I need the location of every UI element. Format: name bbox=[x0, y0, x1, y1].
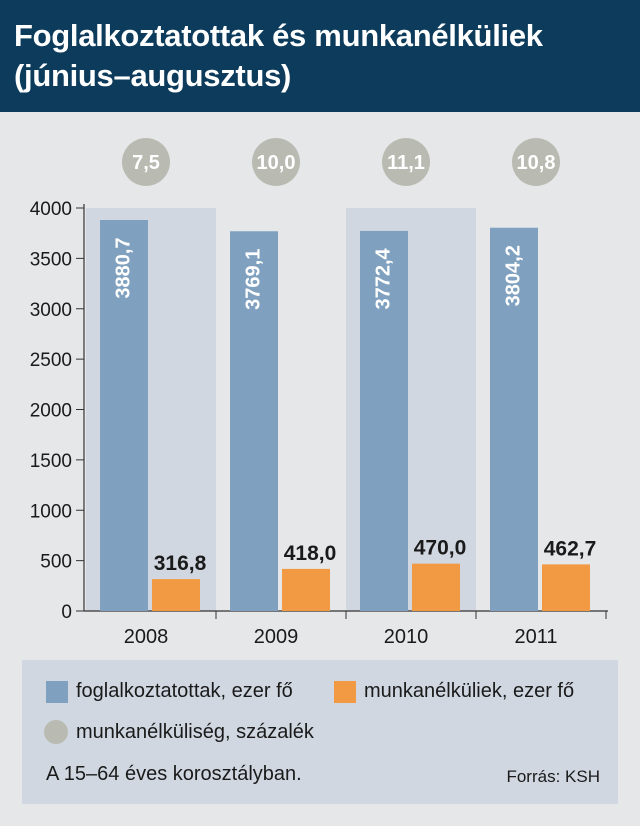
x-tick-label: 2009 bbox=[254, 626, 299, 648]
y-tick-label: 2000 bbox=[30, 401, 72, 422]
title-line-2: (június–augusztus) bbox=[14, 58, 292, 93]
rate-circle-2008 bbox=[122, 138, 170, 186]
header: Foglalkoztatottak és munkanélküliek (jún… bbox=[0, 0, 640, 112]
data-label-employed: 3880,7 bbox=[112, 237, 134, 298]
data-label-employed: 3769,1 bbox=[242, 249, 264, 310]
x-tick-label: 2011 bbox=[514, 626, 557, 648]
bar-employed-2010 bbox=[360, 230, 408, 611]
title-line-1: Foglalkoztatottak és munkanélküliek bbox=[14, 18, 543, 53]
bar-unemployed-2008 bbox=[152, 579, 200, 611]
bar-unemployed-2011 bbox=[542, 564, 590, 611]
bar-chart: 0 500 1000 1500 2000 2500 3000 3500 4000 3880,7 31… bbox=[30, 138, 608, 648]
y-tick-label: 500 bbox=[40, 552, 72, 573]
y-tick-label: 4000 bbox=[30, 199, 72, 220]
y-tick-label: 1500 bbox=[30, 451, 72, 472]
rate-circle-2011 bbox=[512, 138, 560, 186]
y-tick-label: 0 bbox=[61, 602, 72, 623]
footnote: A 15–64 éves korosztályban. bbox=[46, 763, 302, 785]
x-tick-label: 2008 bbox=[124, 626, 169, 648]
legend-item-unemployed: munkanélküliek, ezer fő bbox=[334, 680, 574, 703]
bar-unemployed-2009 bbox=[282, 568, 330, 611]
legend-label-employed: foglalkoztatottak, ezer fő bbox=[76, 680, 293, 702]
bar-employed-2009 bbox=[230, 231, 278, 611]
rate-label: 11,1 bbox=[387, 152, 425, 174]
legend-item-employed: foglalkoztatottak, ezer fő bbox=[46, 680, 293, 703]
legend-swatch-rate bbox=[44, 720, 68, 744]
legend-swatch-unemployed bbox=[334, 680, 356, 703]
y-tick-label: 2500 bbox=[30, 350, 72, 371]
source-credit: Forrás: KSH bbox=[506, 767, 600, 786]
bar-unemployed-2010 bbox=[412, 563, 460, 611]
data-label-unemployed: 462,7 bbox=[544, 537, 597, 560]
rate-label: 10,0 bbox=[257, 152, 296, 174]
y-tick-label: 3000 bbox=[30, 300, 72, 321]
legend-label-unemployed: munkanélküliek, ezer fő bbox=[364, 680, 575, 702]
rate-circle-2010 bbox=[382, 138, 430, 186]
y-tick-label: 1000 bbox=[30, 501, 72, 522]
bar-employed-2008 bbox=[100, 220, 148, 611]
legend-label-rate: munkanélküliség, százalék bbox=[76, 720, 314, 743]
legend: foglalkoztatottak, ezer fő munkanélkülie… bbox=[22, 660, 618, 804]
bar-employed-2011 bbox=[490, 227, 538, 611]
legend-swatch-employed bbox=[46, 680, 68, 703]
data-label-employed: 3804,2 bbox=[502, 245, 524, 306]
x-tick-label: 2010 bbox=[384, 626, 429, 648]
y-tick-label: 3500 bbox=[30, 249, 72, 270]
data-label-unemployed: 418,0 bbox=[284, 542, 337, 565]
rate-label: 7,5 bbox=[132, 152, 160, 174]
data-label-unemployed: 316,8 bbox=[154, 552, 207, 575]
data-label-unemployed: 470,0 bbox=[414, 537, 467, 560]
legend-item-rate: munkanélküliség, százalék bbox=[44, 720, 314, 744]
rate-circle-2009 bbox=[252, 138, 300, 186]
rate-label: 10,8 bbox=[517, 152, 556, 174]
data-label-employed: 3772,4 bbox=[372, 247, 394, 309]
